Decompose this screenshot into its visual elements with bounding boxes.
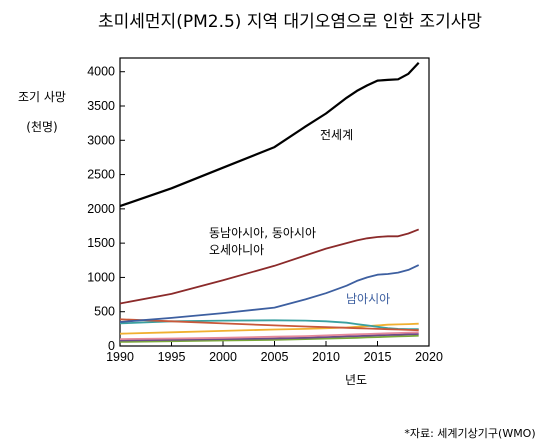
x-tick-label: 1990: [106, 350, 134, 364]
y-tick-label: 1000: [87, 270, 115, 284]
y-tick-label: 2000: [87, 202, 115, 216]
annotation-oceania: 오세아니아: [209, 243, 264, 257]
y-axis-unit: (천명): [26, 119, 57, 134]
y-tick-label: 4000: [87, 65, 115, 79]
series-line-7: [119, 333, 419, 342]
y-tick-label: 500: [94, 305, 115, 319]
series-line-1: [119, 228, 420, 305]
chart-title: 초미세먼지(PM2.5) 지역 대기오염으로 인한 조기사망: [98, 12, 482, 32]
y-axis-label: 조기 사망: [18, 90, 66, 104]
y-tick-label: 1500: [87, 236, 115, 250]
y-tick-label: 2500: [87, 168, 115, 182]
series-line-8: [119, 334, 419, 343]
annotation-east-asia: 동남아시아, 동아시아: [209, 226, 316, 240]
x-axis-label: 년도: [345, 373, 367, 387]
x-tick-label: 2015: [364, 350, 392, 364]
x-tick-label: 1995: [158, 350, 186, 364]
y-tick-label: 0: [108, 339, 115, 353]
x-tick-label: 2005: [261, 350, 289, 364]
source-note: *자료: 세계기상기구(WMO): [404, 427, 535, 440]
x-tick-label: 2020: [415, 350, 443, 364]
y-tick-label: 3000: [87, 133, 115, 147]
annotation-world: 전세계: [320, 128, 353, 142]
x-tick-label: 2000: [209, 350, 237, 364]
series-line-0: [119, 62, 420, 208]
series-line-2: [119, 264, 420, 323]
x-tick-label: 2010: [312, 350, 340, 364]
series-line-6: [119, 331, 419, 340]
series-line-3: [119, 318, 419, 332]
y-tick-label: 3500: [87, 99, 115, 113]
annotation-south-asia: 남아시아: [346, 292, 390, 306]
